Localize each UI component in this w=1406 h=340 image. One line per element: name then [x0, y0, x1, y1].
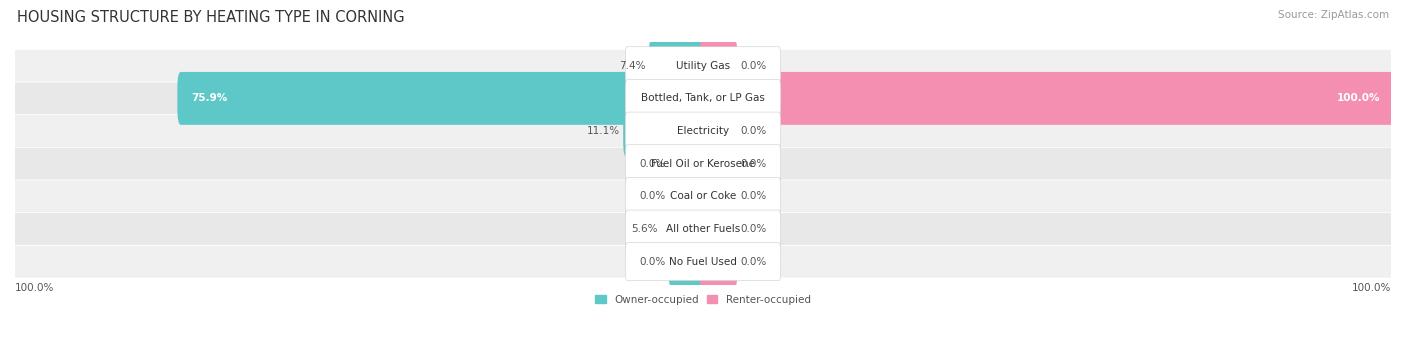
- FancyBboxPatch shape: [700, 203, 737, 255]
- Text: No Fuel Used: No Fuel Used: [669, 257, 737, 267]
- FancyBboxPatch shape: [15, 82, 1391, 114]
- Text: 100.0%: 100.0%: [1351, 283, 1391, 293]
- FancyBboxPatch shape: [15, 50, 1391, 82]
- FancyBboxPatch shape: [626, 80, 780, 117]
- FancyBboxPatch shape: [648, 39, 706, 92]
- FancyBboxPatch shape: [15, 148, 1391, 180]
- FancyBboxPatch shape: [15, 181, 1391, 212]
- FancyBboxPatch shape: [669, 235, 706, 288]
- Text: Fuel Oil or Kerosene: Fuel Oil or Kerosene: [651, 159, 755, 169]
- Legend: Owner-occupied, Renter-occupied: Owner-occupied, Renter-occupied: [591, 291, 815, 309]
- FancyBboxPatch shape: [700, 39, 737, 92]
- Text: 11.1%: 11.1%: [586, 126, 620, 136]
- FancyBboxPatch shape: [669, 170, 706, 223]
- FancyBboxPatch shape: [626, 145, 780, 183]
- Text: 0.0%: 0.0%: [741, 61, 768, 71]
- Text: 75.9%: 75.9%: [191, 94, 228, 103]
- FancyBboxPatch shape: [626, 47, 780, 85]
- Text: 5.6%: 5.6%: [631, 224, 658, 234]
- Text: All other Fuels: All other Fuels: [666, 224, 740, 234]
- Text: 100.0%: 100.0%: [15, 283, 55, 293]
- Text: Coal or Coke: Coal or Coke: [669, 191, 737, 201]
- Text: HOUSING STRUCTURE BY HEATING TYPE IN CORNING: HOUSING STRUCTURE BY HEATING TYPE IN COR…: [17, 10, 405, 25]
- FancyBboxPatch shape: [700, 72, 1395, 125]
- Text: 0.0%: 0.0%: [741, 159, 768, 169]
- FancyBboxPatch shape: [15, 246, 1391, 278]
- FancyBboxPatch shape: [700, 170, 737, 223]
- FancyBboxPatch shape: [626, 112, 780, 150]
- FancyBboxPatch shape: [15, 115, 1391, 147]
- Text: 7.4%: 7.4%: [619, 61, 645, 71]
- Text: Source: ZipAtlas.com: Source: ZipAtlas.com: [1278, 10, 1389, 20]
- FancyBboxPatch shape: [623, 105, 706, 157]
- FancyBboxPatch shape: [700, 235, 737, 288]
- Text: 0.0%: 0.0%: [741, 257, 768, 267]
- Text: Bottled, Tank, or LP Gas: Bottled, Tank, or LP Gas: [641, 94, 765, 103]
- Text: 100.0%: 100.0%: [1337, 94, 1381, 103]
- Text: 0.0%: 0.0%: [741, 126, 768, 136]
- FancyBboxPatch shape: [661, 203, 706, 255]
- FancyBboxPatch shape: [15, 213, 1391, 245]
- Text: Utility Gas: Utility Gas: [676, 61, 730, 71]
- Text: Electricity: Electricity: [676, 126, 730, 136]
- FancyBboxPatch shape: [626, 177, 780, 215]
- FancyBboxPatch shape: [626, 210, 780, 248]
- FancyBboxPatch shape: [626, 243, 780, 280]
- Text: 0.0%: 0.0%: [741, 191, 768, 201]
- FancyBboxPatch shape: [177, 72, 706, 125]
- Text: 0.0%: 0.0%: [638, 191, 665, 201]
- Text: 0.0%: 0.0%: [741, 224, 768, 234]
- FancyBboxPatch shape: [669, 137, 706, 190]
- Text: 0.0%: 0.0%: [638, 159, 665, 169]
- FancyBboxPatch shape: [700, 137, 737, 190]
- Text: 0.0%: 0.0%: [638, 257, 665, 267]
- FancyBboxPatch shape: [700, 105, 737, 157]
